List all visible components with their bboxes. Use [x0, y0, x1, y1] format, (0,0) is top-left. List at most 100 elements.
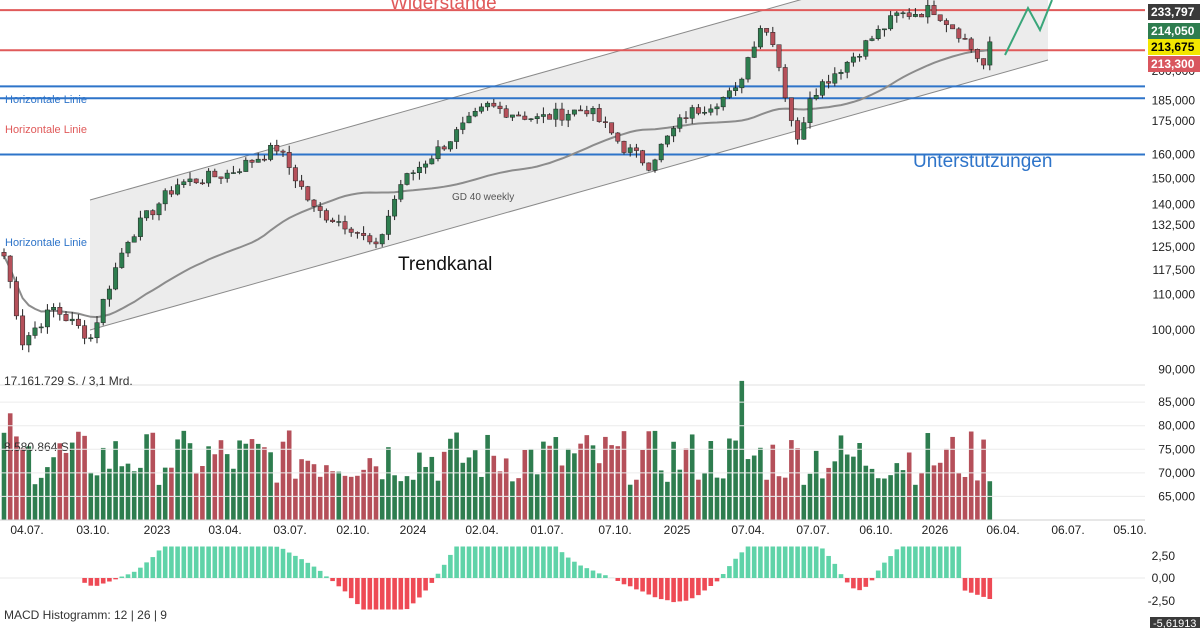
- volume-bar-103: [640, 449, 645, 520]
- volume-tick-2: 75,000: [1158, 442, 1195, 456]
- candle-138: [857, 56, 863, 58]
- macd-bar-134: [832, 563, 838, 578]
- candle-151: [937, 14, 943, 21]
- volume-avg-label: 8.580.864 S.: [4, 440, 72, 454]
- candle-14: [88, 337, 94, 340]
- volume-bar-60: [373, 466, 379, 520]
- macd-last-badge-text: -5,61913: [1153, 618, 1196, 628]
- candle-150: [931, 5, 937, 16]
- volume-bar-131: [813, 450, 819, 520]
- macd-bar-144: [894, 549, 900, 578]
- volume-bar-152: [944, 448, 949, 520]
- macd-bar-149: [925, 546, 931, 578]
- volume-bar-90: [559, 465, 565, 520]
- macd-bar-100: [621, 578, 627, 585]
- price-badge-text-3: 213,300: [1151, 57, 1195, 71]
- candle-39: [243, 159, 249, 172]
- candle-23: [144, 210, 150, 219]
- candle-95: [590, 108, 596, 115]
- price-axis: 90,000 100,000 110,000 117,500 125,000 132,50…: [1152, 64, 1196, 376]
- candle-47: [292, 167, 298, 182]
- candle-11: [69, 318, 75, 322]
- volume-bar-42: [262, 447, 267, 520]
- horizontal-line-label-1: Horizontale Linie: [5, 94, 87, 106]
- macd-bar-48: [299, 559, 304, 578]
- macd-bar-34: [212, 546, 218, 578]
- volume-bar-136: [844, 454, 850, 520]
- candle-117: [726, 90, 732, 98]
- volume-bar-82: [510, 481, 515, 520]
- candle-108: [671, 128, 677, 137]
- macd-bar-114: [708, 578, 714, 586]
- volume-bar-108: [671, 441, 676, 520]
- volume-bar-114: [708, 441, 714, 520]
- candle-60: [373, 241, 379, 245]
- macd-bar-19: [119, 576, 125, 578]
- volume-bar-106: [658, 470, 664, 520]
- price-tick-3: 117,500: [1153, 263, 1196, 277]
- candle-106: [658, 143, 664, 161]
- candle-124: [770, 32, 776, 45]
- macd-tick-2: -2,50: [1148, 594, 1176, 608]
- x-tick-1: 03.10.: [76, 523, 109, 537]
- candle-22: [137, 217, 143, 237]
- macd-bar-54: [336, 578, 342, 587]
- candle-112: [695, 107, 701, 114]
- volume-bar-144: [894, 463, 900, 520]
- volume-bar-85: [528, 448, 534, 520]
- volume-bar-57: [355, 475, 360, 520]
- volume-bar-147: [913, 484, 918, 520]
- macd-bar-51: [317, 570, 323, 578]
- candle-58: [361, 233, 367, 236]
- candle-15: [94, 322, 100, 339]
- macd-bar-104: [646, 578, 652, 595]
- price-tick-6: 140,000: [1152, 197, 1196, 211]
- volume-bar-26: [162, 467, 168, 520]
- forecast-line: [1004, 0, 1053, 56]
- volume-bar-153: [950, 436, 955, 520]
- unterstuetzungen-label: Unterstützungen: [913, 151, 1052, 172]
- volume-bar-116: [720, 478, 726, 520]
- candle-78: [485, 102, 491, 108]
- candle-37: [230, 172, 236, 174]
- candle-121: [751, 46, 757, 58]
- candle-16: [100, 298, 106, 323]
- macd-bar-106: [658, 578, 664, 600]
- candle-156: [968, 38, 974, 50]
- candle-65: [404, 173, 410, 185]
- macd-bar-146: [906, 546, 912, 578]
- volume-bar-49: [305, 460, 311, 520]
- price-tick-2: 110,000: [1153, 288, 1196, 302]
- candle-19: [119, 252, 125, 268]
- macd-bar-107: [665, 578, 670, 601]
- candle-92: [571, 109, 577, 115]
- x-tick-17: 05.10.: [1113, 523, 1146, 537]
- volume-bar-126: [782, 477, 788, 520]
- candle-26: [162, 190, 168, 205]
- volume-bar-59: [367, 458, 373, 520]
- macd-bar-122: [758, 546, 763, 578]
- macd-bar-127: [789, 546, 794, 578]
- candle-137: [850, 56, 856, 63]
- candle-61: [379, 234, 385, 245]
- macd-bar-41: [255, 546, 261, 578]
- macd-bar-123: [764, 546, 769, 578]
- macd-bar-75: [466, 546, 472, 578]
- price-badge-0: [1148, 4, 1200, 20]
- volume-bar-48: [299, 459, 304, 520]
- volume-bar-69: [429, 456, 435, 520]
- candle-111: [689, 107, 695, 119]
- macd-bar-143: [888, 556, 893, 578]
- volume-bar-43: [268, 452, 273, 520]
- candle-67: [416, 166, 422, 173]
- candle-46: [286, 152, 292, 168]
- volume-bar-78: [485, 434, 490, 520]
- macd-bar-151: [937, 546, 943, 578]
- candle-93: [578, 109, 584, 112]
- x-tick-2: 2023: [144, 523, 171, 537]
- macd-bar-63: [392, 578, 397, 610]
- candle-122: [757, 28, 763, 48]
- candle-66: [410, 172, 416, 174]
- volume-bar-77: [479, 476, 484, 520]
- candle-49: [305, 186, 311, 201]
